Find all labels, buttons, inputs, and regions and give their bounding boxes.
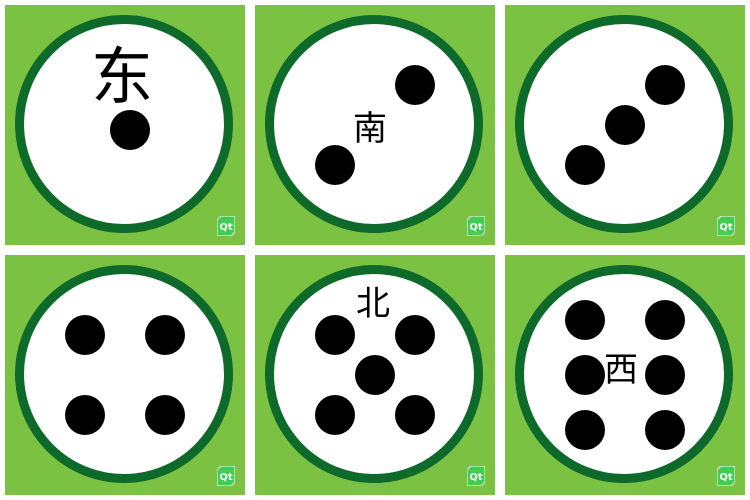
die-face xyxy=(265,15,483,233)
qt-logo-text: Qt xyxy=(469,222,483,233)
qt-logo-icon: Qt xyxy=(467,466,485,486)
die-tile[interactable]: 东 Qt xyxy=(5,5,245,245)
qt-logo-icon: Qt xyxy=(217,466,235,486)
qt-logo-icon: Qt xyxy=(717,466,735,486)
die-pip xyxy=(315,145,355,185)
die-pip xyxy=(65,395,105,435)
qt-logo-text: Qt xyxy=(469,472,483,483)
qt-logo-text: Qt xyxy=(219,222,233,233)
die-pip xyxy=(565,300,605,340)
die-pip xyxy=(565,355,605,395)
die-pip xyxy=(315,315,355,355)
qt-logo-text: Qt xyxy=(219,472,233,483)
direction-label: 西 xyxy=(604,350,638,390)
qt-logo-icon: Qt xyxy=(717,216,735,236)
die-pip xyxy=(355,355,395,395)
die-pip xyxy=(645,355,685,395)
die-pip xyxy=(645,300,685,340)
die-pip xyxy=(395,315,435,355)
die-pip xyxy=(565,410,605,450)
die-pip xyxy=(145,315,185,355)
die-pip xyxy=(395,65,435,105)
die-pip xyxy=(65,315,105,355)
qt-logo-icon: Qt xyxy=(467,216,485,236)
qt-logo-text: Qt xyxy=(719,222,733,233)
die-face xyxy=(15,265,233,483)
die-tile[interactable]: Qt xyxy=(5,255,245,495)
die-pip xyxy=(395,395,435,435)
die-pip xyxy=(315,395,355,435)
die-tile[interactable]: 北 Qt xyxy=(255,255,495,495)
die-tile[interactable]: Qt xyxy=(505,5,745,245)
direction-label: 北 xyxy=(356,284,390,324)
die-pip xyxy=(565,145,605,185)
direction-label: 东 xyxy=(90,40,154,113)
die-pip xyxy=(605,105,645,145)
die-tile[interactable]: 南 Qt xyxy=(255,5,495,245)
die-pip xyxy=(645,410,685,450)
die-pip xyxy=(145,395,185,435)
die-face xyxy=(515,265,733,483)
die-pip xyxy=(645,65,685,105)
die-pip xyxy=(110,110,150,150)
qt-logo-text: Qt xyxy=(719,472,733,483)
die-tile[interactable]: 西 Qt xyxy=(505,255,745,495)
die-face xyxy=(15,15,233,233)
direction-label: 南 xyxy=(353,109,387,149)
qt-logo-icon: Qt xyxy=(217,216,235,236)
